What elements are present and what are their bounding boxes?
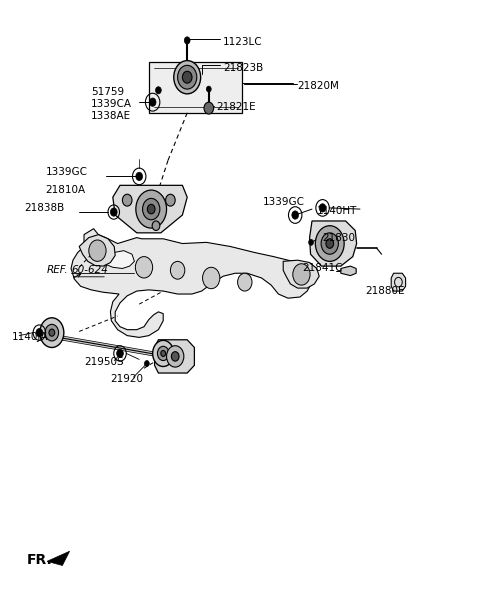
Circle shape	[136, 172, 143, 181]
Polygon shape	[47, 551, 70, 565]
Text: 21880E: 21880E	[365, 286, 404, 296]
Circle shape	[89, 240, 106, 261]
Circle shape	[40, 318, 64, 347]
Circle shape	[147, 204, 155, 214]
Text: 21821E: 21821E	[216, 102, 256, 112]
Text: 51759: 51759	[91, 87, 124, 97]
Polygon shape	[391, 273, 406, 291]
Circle shape	[184, 37, 190, 44]
Circle shape	[136, 190, 167, 228]
Circle shape	[49, 329, 55, 336]
Polygon shape	[79, 235, 115, 266]
Circle shape	[122, 194, 132, 206]
Circle shape	[45, 324, 59, 341]
Text: REF.: REF.	[47, 265, 69, 274]
Text: 21830: 21830	[323, 233, 356, 242]
Circle shape	[149, 98, 156, 106]
Circle shape	[117, 349, 123, 358]
Circle shape	[182, 71, 192, 83]
Polygon shape	[341, 266, 356, 276]
Circle shape	[36, 328, 43, 337]
Circle shape	[315, 226, 344, 261]
Text: 21820M: 21820M	[298, 81, 339, 91]
Circle shape	[206, 86, 211, 92]
Text: 21920: 21920	[110, 374, 144, 384]
FancyBboxPatch shape	[149, 62, 242, 113]
Circle shape	[167, 346, 184, 367]
Circle shape	[152, 221, 160, 230]
Circle shape	[238, 273, 252, 291]
Polygon shape	[113, 185, 187, 233]
Circle shape	[321, 233, 338, 254]
Circle shape	[143, 198, 160, 220]
Polygon shape	[310, 221, 357, 266]
Circle shape	[326, 239, 334, 248]
Text: 1339GC: 1339GC	[46, 168, 87, 177]
Circle shape	[153, 340, 174, 366]
Text: 1123LC: 1123LC	[223, 37, 263, 46]
Circle shape	[292, 211, 299, 219]
Text: 21841C: 21841C	[302, 264, 343, 273]
Circle shape	[156, 87, 161, 94]
Text: 1339CA: 1339CA	[91, 99, 132, 109]
Circle shape	[293, 264, 310, 285]
Text: 1338AE: 1338AE	[91, 111, 132, 121]
Circle shape	[309, 239, 313, 245]
Polygon shape	[283, 260, 319, 288]
Text: 21810A: 21810A	[46, 185, 86, 195]
Text: 60-624: 60-624	[71, 265, 108, 274]
Circle shape	[174, 61, 201, 94]
Circle shape	[170, 261, 185, 279]
Circle shape	[204, 102, 214, 114]
Circle shape	[110, 208, 117, 216]
Polygon shape	[106, 251, 134, 268]
Circle shape	[178, 65, 197, 89]
Text: 21950S: 21950S	[84, 358, 124, 367]
Circle shape	[157, 346, 169, 361]
Circle shape	[319, 204, 326, 212]
Circle shape	[135, 257, 153, 278]
Circle shape	[161, 350, 166, 356]
Circle shape	[144, 361, 149, 366]
Text: 21838B: 21838B	[24, 203, 64, 213]
Text: FR.: FR.	[26, 552, 52, 567]
Text: 1140HT: 1140HT	[317, 206, 357, 216]
Polygon shape	[71, 229, 312, 337]
Text: 1339GC: 1339GC	[263, 197, 305, 207]
Text: 1140JA: 1140JA	[12, 332, 48, 342]
Circle shape	[203, 267, 220, 289]
Text: 21823B: 21823B	[223, 64, 264, 73]
Polygon shape	[155, 340, 194, 373]
Circle shape	[171, 352, 179, 361]
Circle shape	[166, 194, 175, 206]
